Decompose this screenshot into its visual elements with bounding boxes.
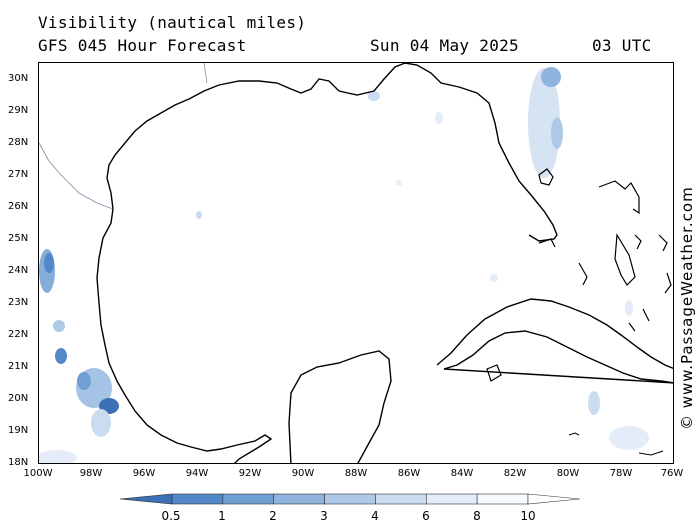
lat-label: 23N: [8, 297, 29, 308]
legend-cell: [425, 493, 478, 505]
yucatan-coastline: [288, 350, 392, 463]
legend-cell: [171, 493, 224, 505]
lat-label: 27N: [8, 169, 29, 180]
lon-label: 90W: [291, 468, 315, 479]
lat-label: 29N: [8, 105, 29, 116]
lat-label: 28N: [8, 137, 29, 148]
visibility-patches: [39, 67, 649, 463]
lon-label: 100W: [23, 468, 53, 479]
site-credit: © www.PassageWeather.com: [678, 186, 696, 430]
map-canvas: [39, 63, 673, 463]
lon-label: 84W: [450, 468, 474, 479]
lat-label: 25N: [8, 233, 29, 244]
legend-cell: [375, 493, 427, 505]
legend-max-arrow: [527, 493, 581, 505]
lon-label: 94W: [185, 468, 209, 479]
legend-min-arrow: [119, 493, 173, 505]
chart-title: Visibility (nautical miles): [38, 13, 307, 32]
forecast-date: Sun 04 May 2025: [370, 36, 519, 55]
lon-label: 80W: [556, 468, 580, 479]
lon-label: 98W: [79, 468, 103, 479]
bahamas-islands: [538, 180, 672, 332]
legend-label: 10: [520, 509, 536, 523]
lon-label: 92W: [238, 468, 262, 479]
legend-label: 1: [218, 509, 226, 523]
lake-okeechobee: [538, 168, 554, 186]
lon-label: 78W: [609, 468, 633, 479]
legend-cell: [476, 493, 529, 505]
map-panel: [38, 62, 674, 464]
lat-label: 30N: [8, 73, 29, 84]
cuba-coastline: [436, 298, 673, 384]
us-mexico-border: [39, 142, 114, 210]
legend-colorbar: [119, 493, 581, 505]
legend-label: 8: [473, 509, 481, 523]
lon-label: 96W: [132, 468, 156, 479]
isla-juventud: [486, 364, 502, 382]
legend-label: 4: [371, 509, 379, 523]
lon-label: 86W: [397, 468, 421, 479]
lon-label: 82W: [503, 468, 527, 479]
lon-label: 76W: [660, 468, 684, 479]
legend-label: 2: [269, 509, 277, 523]
legend-label: 3: [320, 509, 328, 523]
legend-cell: [222, 493, 275, 505]
lat-label: 18N: [8, 457, 29, 468]
gulf-coastline: [96, 63, 558, 463]
lat-label: 19N: [8, 425, 29, 436]
lat-label: 24N: [8, 265, 29, 276]
forecast-subtitle: GFS 045 Hour Forecast: [38, 36, 247, 55]
lat-label: 22N: [8, 329, 29, 340]
forecast-time: 03 UTC: [592, 36, 652, 55]
lat-label: 21N: [8, 361, 29, 372]
lat-label: 26N: [8, 201, 29, 212]
legend-cell: [324, 493, 376, 505]
lat-label: 20N: [8, 393, 29, 404]
legend-label: 0.5: [161, 509, 181, 523]
legend-cell: [273, 493, 325, 505]
legend-label: 6: [422, 509, 430, 523]
lon-label: 88W: [344, 468, 368, 479]
